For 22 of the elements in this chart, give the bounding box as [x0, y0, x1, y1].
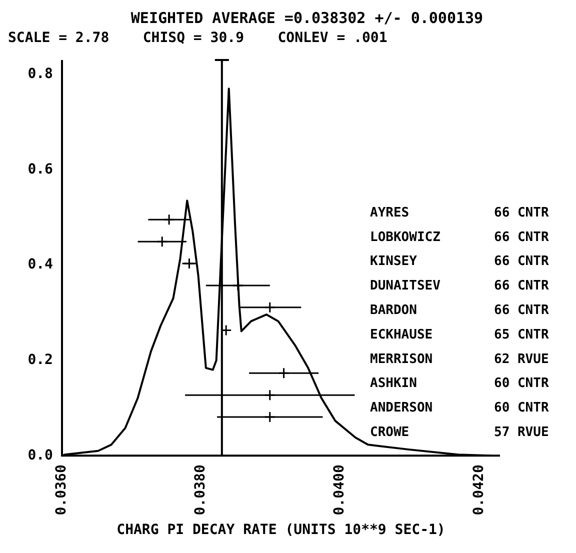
y-tick-label: 0.8: [28, 66, 53, 82]
text: MERRISON 62 RVUE: [370, 352, 549, 367]
x-tick-label: 0.0400: [332, 464, 348, 516]
text: ANDERSON 60 CNTR: [370, 400, 549, 416]
y-tick-label: 0.0: [28, 447, 53, 464]
y-tick-label: 0.4: [28, 256, 53, 273]
text: ASHKIN 60 CNTR: [370, 376, 549, 392]
y-tick-label: 0.6: [28, 161, 53, 178]
chart-subtitle: SCALE = 2.78 CHISQ = 30.9 CONLEV = .001: [8, 29, 388, 48]
text: DUNAITSEV 66 CNTR: [370, 278, 549, 294]
text: KINSEY 66 CNTR: [370, 254, 549, 270]
y-tick-label: 0.2: [28, 352, 53, 368]
x-tick-label: 0.0420: [470, 464, 487, 516]
text: ECKHAUSE 65 CNTR: [370, 327, 549, 342]
text: CROWE 57 RVUE: [370, 424, 549, 440]
x-tick-label: 0.0380: [192, 464, 209, 516]
text: LOBKOWICZ 66 CNTR: [370, 230, 549, 245]
text: AYRES 66 CNTR: [370, 205, 549, 220]
x-axis-title: CHARG PI DECAY RATE (UNITS 10**9 SEC-1): [116, 522, 446, 538]
chart-title: WEIGHTED AVERAGE =0.038302 +/- 0.000139: [130, 8, 484, 28]
x-tick-label: 0.0360: [54, 464, 70, 516]
text: BARDON 66 CNTR: [370, 302, 549, 318]
